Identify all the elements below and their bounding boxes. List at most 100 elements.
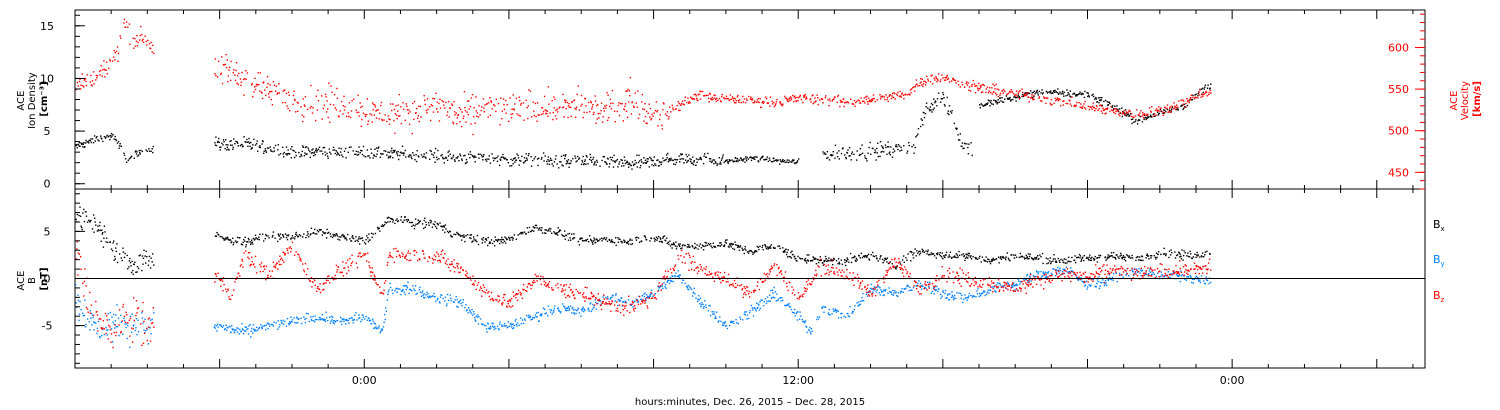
data-point [1009, 91, 1011, 93]
data-point [495, 98, 498, 101]
data-point [1149, 114, 1152, 116]
data-point [901, 287, 903, 290]
data-point [318, 146, 321, 148]
data-point [637, 300, 640, 303]
data-point [657, 125, 659, 127]
data-point [570, 162, 572, 164]
data-point [1099, 281, 1102, 283]
data-point [1079, 106, 1081, 108]
data-point [815, 263, 818, 265]
data-point [981, 256, 984, 258]
data-point [332, 233, 334, 236]
data-point [687, 288, 689, 290]
data-point [282, 319, 284, 322]
data-point [823, 152, 826, 154]
data-point [943, 79, 946, 81]
data-point [837, 310, 839, 312]
data-point [1079, 255, 1082, 257]
data-point [848, 155, 850, 157]
data-point [993, 286, 995, 288]
data-point [280, 319, 282, 322]
data-point [436, 158, 438, 161]
data-point [266, 75, 269, 78]
data-point [996, 94, 998, 96]
data-point [963, 255, 965, 258]
data-point [773, 297, 776, 299]
data-point [139, 34, 141, 37]
data-point [529, 90, 532, 92]
data-point [367, 155, 369, 157]
data-point [446, 303, 448, 305]
data-point [370, 322, 373, 325]
data-point [1061, 259, 1064, 262]
data-point [573, 312, 575, 314]
data-point [128, 23, 131, 25]
data-point [277, 92, 279, 94]
data-point [258, 84, 260, 86]
data-point [649, 295, 652, 297]
data-point [532, 316, 534, 319]
data-point [437, 223, 439, 225]
data-point [1034, 93, 1036, 95]
data-point [572, 309, 575, 311]
data-point [297, 102, 300, 104]
data-point [827, 156, 829, 159]
data-point [123, 152, 125, 154]
data-point [459, 235, 462, 237]
data-point [369, 157, 371, 159]
data-point [713, 162, 715, 165]
data-point [955, 253, 957, 255]
data-point [623, 241, 626, 243]
data-point [867, 97, 870, 99]
data-point [855, 260, 857, 263]
data-point [1089, 106, 1092, 108]
data-point [402, 152, 404, 154]
data-point [1099, 97, 1101, 99]
data-point [454, 299, 456, 301]
data-point [578, 157, 581, 159]
data-point [1060, 93, 1062, 95]
data-point [644, 298, 647, 300]
data-point [1197, 95, 1199, 97]
data-point [793, 96, 795, 98]
data-point [1148, 258, 1150, 260]
data-point [964, 259, 966, 262]
data-point [987, 99, 990, 101]
data-point [576, 93, 578, 96]
data-point [1050, 99, 1053, 101]
data-point [372, 233, 374, 235]
data-point [958, 250, 960, 253]
data-point [1087, 105, 1089, 108]
data-point [573, 313, 576, 315]
data-point [572, 306, 574, 309]
data-point [919, 250, 921, 252]
data-point [1075, 94, 1077, 96]
data-point [644, 237, 647, 239]
data-point [890, 146, 892, 148]
data-point [78, 214, 80, 217]
data-point [1069, 103, 1072, 105]
data-point [1204, 254, 1206, 256]
data-point [286, 234, 288, 236]
data-point [967, 146, 969, 149]
data-point [927, 249, 929, 251]
data-point [439, 107, 442, 109]
data-point [340, 236, 342, 238]
data-point [254, 234, 257, 236]
data-point [875, 255, 877, 257]
data-point [461, 111, 463, 113]
data-point [347, 112, 349, 114]
data-point [704, 94, 706, 97]
data-point [1195, 93, 1197, 95]
data-point [526, 314, 528, 317]
data-point [633, 106, 635, 109]
data-point [629, 238, 631, 240]
data-point [332, 320, 335, 322]
data-point [360, 106, 362, 109]
data-point [852, 311, 854, 313]
data-point [75, 302, 77, 304]
data-point [797, 255, 799, 258]
data-point [150, 150, 152, 152]
data-point [936, 98, 939, 100]
